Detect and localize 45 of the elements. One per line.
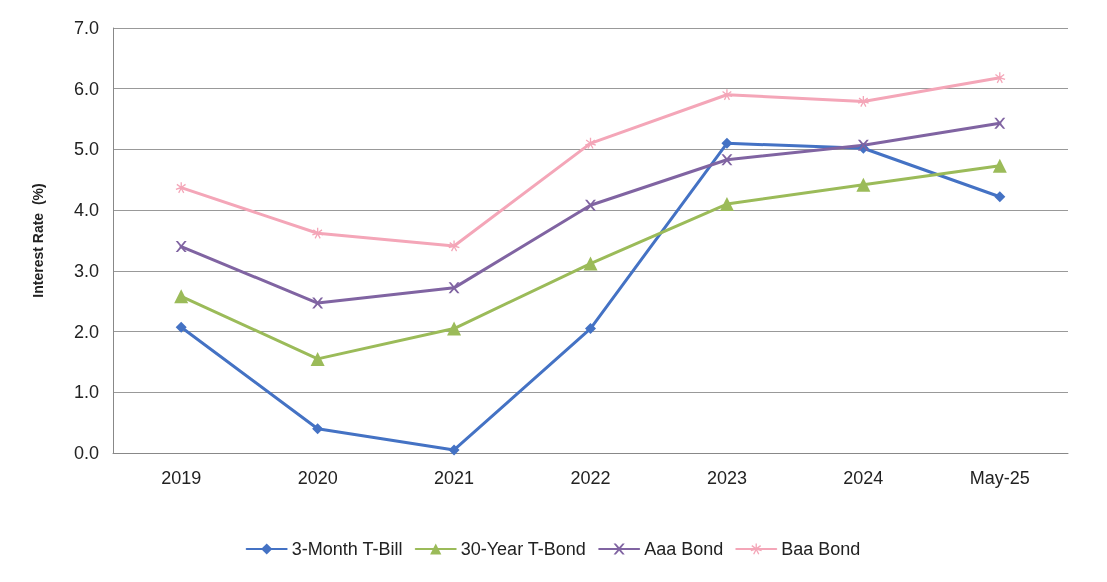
y-tick-label: 1.0 (73, 382, 99, 403)
point (175, 241, 187, 253)
x-tick-label: 2021 (434, 468, 475, 488)
y-tick-label: 2.0 (73, 321, 99, 342)
point (992, 158, 1007, 173)
point (310, 351, 325, 366)
point (994, 117, 1006, 129)
point (448, 282, 460, 294)
point (857, 95, 869, 107)
legend-label: Aaa Bond (644, 539, 724, 559)
point (175, 182, 187, 194)
point (585, 137, 596, 149)
y-axis-title: Interest Rate (%) (30, 183, 46, 298)
point (448, 444, 460, 456)
point (174, 289, 189, 304)
point (721, 154, 733, 166)
y-tick-label: 0.0 (73, 443, 99, 463)
legend-label: 3-Month T-Bill (291, 539, 403, 559)
x-tick-label: May-25 (969, 468, 1030, 488)
legend-label: Baa Bond (781, 539, 861, 559)
point (448, 240, 460, 252)
point (994, 191, 1006, 203)
point (585, 199, 596, 211)
point (447, 321, 462, 336)
point (312, 297, 324, 309)
point (583, 256, 598, 271)
point (312, 227, 324, 239)
point (721, 89, 733, 101)
point (994, 72, 1006, 84)
y-tick-label: 6.0 (73, 78, 99, 99)
y-tick-label: 4.0 (73, 200, 99, 221)
legend-label: 30-Year T-Bond (460, 539, 586, 559)
point (856, 177, 871, 192)
x-tick-label: 2019 (161, 468, 202, 488)
x-tick-label: 2024 (843, 468, 884, 488)
y-tick-label: 3.0 (73, 260, 99, 281)
x-tick-label: 2023 (706, 468, 747, 488)
y-tick-label: 7.0 (73, 18, 99, 38)
point (585, 323, 596, 335)
x-tick-label: 2020 (297, 468, 338, 488)
point (312, 423, 324, 435)
x-tick-label: 2022 (570, 468, 611, 488)
point (175, 321, 187, 333)
point (719, 197, 734, 212)
y-tick-label: 5.0 (73, 139, 99, 160)
